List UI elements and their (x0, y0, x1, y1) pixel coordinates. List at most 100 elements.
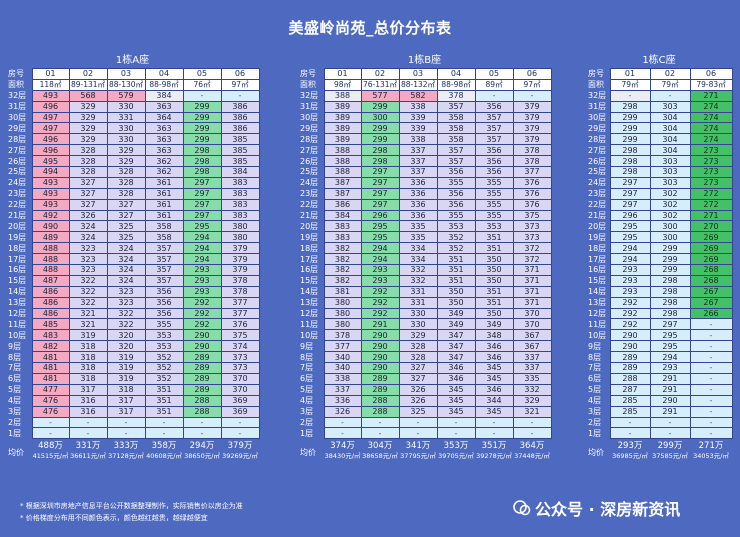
price-cell: 357 (436, 144, 476, 157)
price-table-2: 房号 01 02 03 04 05 06 面积 98㎡ 76-131㎡ 88-132㎡ 88-98㎡ 8… (298, 68, 552, 465)
price-cell: 351 (436, 274, 476, 287)
price-cell: 379 (512, 100, 552, 113)
price-cell: 327 (398, 372, 438, 385)
price-cell: 481 (31, 351, 70, 364)
price-cell: 383 (220, 209, 260, 222)
price-cell: 324 (68, 220, 108, 233)
price-cell: 351 (144, 394, 184, 407)
price-cell: - (689, 362, 733, 374)
price-cell: 370 (512, 307, 552, 320)
price-cell: 288 (609, 372, 651, 385)
watermark: 公众号 · 深房新资讯 (513, 496, 680, 520)
price-cell: - (649, 427, 691, 440)
price-cell: - (689, 416, 733, 429)
floor-label: 20层 (8, 221, 27, 231)
average-unit-price: 37128元/㎡ (108, 452, 144, 461)
price-cell: 382 (323, 242, 362, 255)
price-cell: 351 (144, 383, 184, 396)
floor-label: 5层 (588, 385, 602, 395)
price-cell: 496 (31, 144, 70, 157)
price-cell: 332 (398, 264, 438, 276)
price-cell: 349 (474, 318, 514, 331)
price-cell: 336 (398, 187, 438, 200)
price-cell: 378 (512, 144, 552, 157)
average-unit-price: 40608元/㎡ (146, 452, 182, 461)
price-cell: 322 (68, 274, 108, 287)
area-cell: 88-98㎡ (436, 78, 476, 91)
price-cell: - (182, 427, 222, 440)
floor-label: 1层 (8, 428, 22, 438)
price-cell: 326 (68, 209, 108, 222)
price-cell: 376 (512, 187, 552, 200)
price-cell: - (689, 372, 733, 385)
average-total: 351万 (481, 441, 507, 452)
price-cell: 357 (144, 253, 184, 266)
floor-row: 12层 292 298 266 (586, 307, 733, 320)
area-row: 面积 98㎡ 76-131㎡ 88-132㎡ 88-98㎡ 89㎡ 97㎡ (298, 78, 552, 91)
price-cell: 299 (649, 242, 691, 255)
floor-label: 28层 (588, 134, 607, 144)
price-cell: 380 (220, 231, 260, 244)
price-cell: 271 (689, 209, 733, 222)
price-cell: 372 (512, 253, 552, 266)
price-cell: 266 (689, 307, 733, 320)
unit-header: 02 (68, 68, 108, 80)
average-total: 304万 (367, 441, 393, 452)
floor-row: 8层 289 294- (586, 351, 733, 364)
price-cell: 298 (182, 155, 222, 168)
price-cell: 380 (323, 296, 362, 309)
price-cell: 373 (512, 220, 552, 233)
floor-label: 19层 (588, 232, 607, 242)
price-cell: 297 (182, 187, 222, 200)
floor-label: 16层 (588, 265, 607, 275)
price-cell: 322 (106, 307, 146, 320)
floor-label: 23层 (588, 189, 607, 199)
price-cell: 579 (106, 89, 146, 102)
price-cell: 272 (689, 187, 733, 200)
price-cell: 322 (106, 318, 146, 331)
price-cell: 350 (474, 307, 514, 320)
floor-row: 21层 296 302 271 (586, 209, 733, 222)
price-cell: - (474, 427, 514, 440)
average-cell: 364万 37448元/㎡ (513, 439, 551, 466)
price-cell: 379 (220, 253, 260, 266)
average-total: 294万 (189, 441, 215, 452)
price-cell: 292 (182, 296, 222, 309)
price-cell: 293 (609, 285, 651, 298)
floor-label: 7层 (300, 363, 314, 373)
floor-label: 14层 (8, 287, 27, 297)
price-cell: 385 (220, 144, 260, 157)
unit-header-row: 房号 01 02 03 04 05 06 (6, 68, 260, 80)
price-cell: 293 (182, 274, 222, 287)
floor-label: 19层 (8, 232, 27, 242)
price-cell: 387 (323, 176, 362, 189)
price-cell: 582 (398, 89, 438, 102)
floor-label: 29层 (300, 123, 319, 133)
price-cell: - (31, 416, 70, 429)
floor-row: 19层 383 295 335 352 351 373 (298, 231, 552, 244)
floor-row: 15层 382 293 332 351 350 371 (298, 274, 552, 287)
price-cell: 324 (106, 264, 146, 276)
price-cell: 363 (144, 100, 184, 113)
floor-row: 4层 336 288 326 345 344 329 (298, 394, 552, 407)
price-cell: 371 (512, 285, 552, 298)
price-cell: 289 (609, 362, 651, 374)
price-cell: 274 (689, 111, 733, 124)
average-unit-price: 38658元/㎡ (362, 452, 398, 461)
floor-label: 17层 (588, 254, 607, 264)
price-cell: - (106, 416, 146, 429)
price-cell: 290 (360, 362, 400, 374)
average-cell: 294万 38650元/㎡ (183, 439, 221, 466)
floor-row: 24层 493 327 328 361 297 383 (6, 176, 260, 189)
floor-row: 22层 493 327 327 361 297 383 (6, 198, 260, 211)
floor-label: 10层 (300, 330, 319, 340)
price-cell: 378 (512, 155, 552, 168)
price-cell: 337 (323, 383, 362, 396)
floor-row: 10层 378 290 329 347 348 367 (298, 329, 552, 342)
floor-row: 23层 493 327 328 361 297 383 (6, 187, 260, 200)
price-cell: 319 (68, 329, 108, 342)
price-cell: 287 (609, 383, 651, 396)
floor-row: 20层 490 324 325 358 295 380 (6, 220, 260, 233)
price-cell: 291 (649, 405, 691, 418)
unit-header: 05 (182, 68, 222, 80)
